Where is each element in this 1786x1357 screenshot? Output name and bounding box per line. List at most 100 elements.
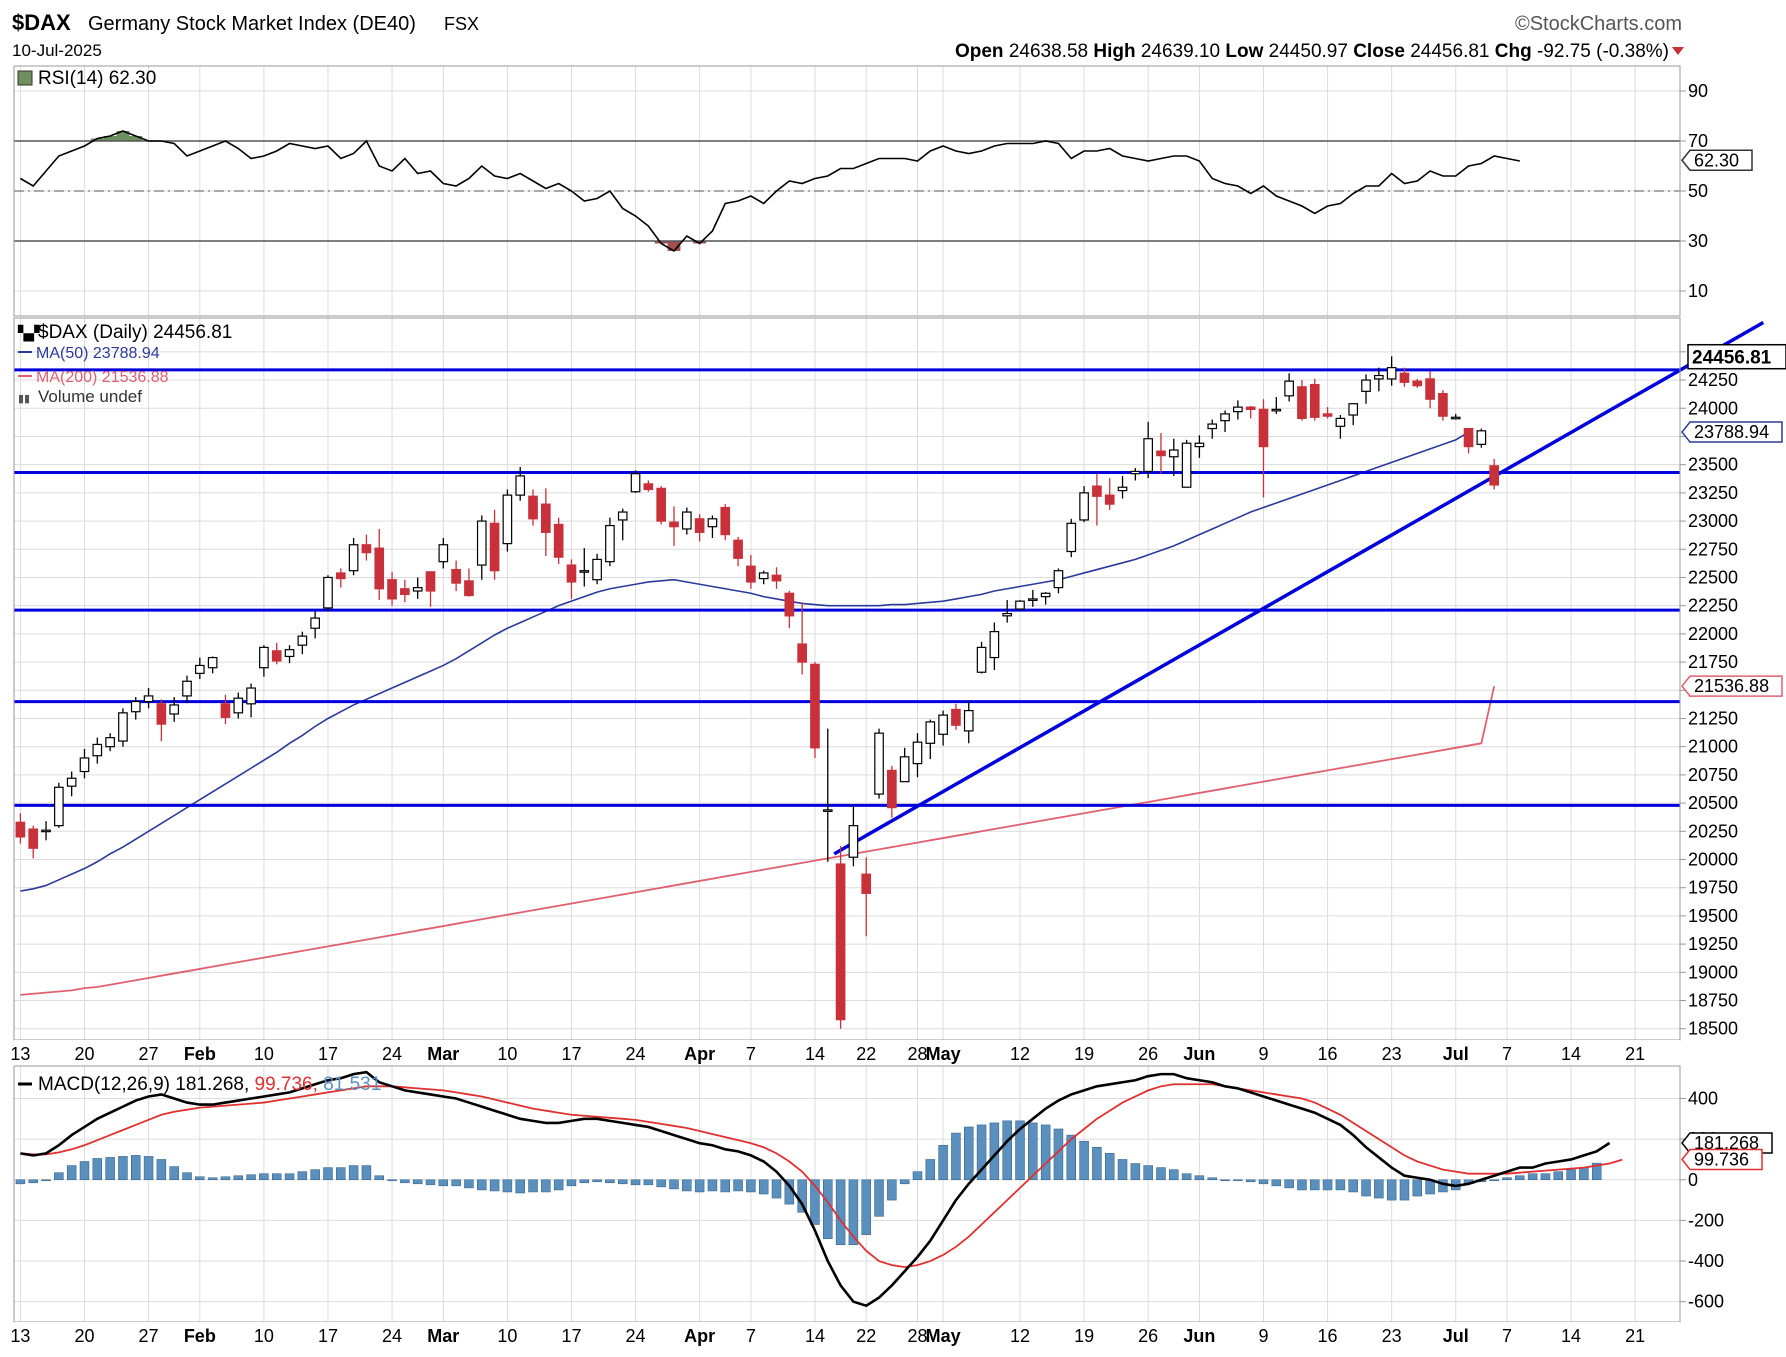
candle-body: [592, 558, 602, 581]
candle-body: [694, 518, 705, 533]
ma200-legend: MA(200) 21536.88: [36, 369, 169, 386]
low-label: Low: [1225, 41, 1263, 62]
candle-body: [1130, 470, 1141, 475]
candle-body: [182, 680, 192, 697]
y-tick-label: 22000: [1688, 624, 1738, 644]
candle-body: [1092, 485, 1102, 497]
y-tick-label: -400: [1688, 1251, 1724, 1271]
x-tick-label: 21: [1625, 1044, 1645, 1064]
chg-value: -92.75 (-0.38%): [1537, 41, 1669, 62]
macd-hist-bar: [899, 1179, 910, 1185]
candle-body: [297, 635, 308, 646]
macd-hist-bar: [54, 1172, 64, 1181]
x-tick-label: Mar: [427, 1326, 459, 1346]
macd-hist-bar: [1092, 1147, 1102, 1181]
macd-hist-bar: [1233, 1179, 1243, 1182]
ohlc-summary: Open 24638.58 High 24639.10 Low 24450.97…: [955, 41, 1669, 62]
candle-body: [579, 570, 590, 573]
macd-hist-bar: [797, 1179, 807, 1213]
candle-body: [515, 475, 526, 496]
macd-legend-hist: 81.531: [323, 1074, 381, 1095]
macd-hist-bar: [810, 1179, 820, 1225]
macd-hist-bar: [246, 1174, 256, 1181]
candle-body: [220, 703, 231, 718]
macd-hist-bar: [938, 1144, 948, 1181]
candle-body: [1348, 403, 1359, 416]
x-tick-label: 26: [1138, 1326, 1158, 1346]
low-value: 24450.97: [1269, 41, 1348, 62]
x-tick-label: 12: [1010, 1326, 1030, 1346]
macd-hist-bar: [284, 1173, 295, 1181]
candle-body: [502, 494, 513, 545]
y-tick-label: 19500: [1688, 906, 1738, 926]
macd-hist-bar: [348, 1165, 359, 1181]
x-tick-label: Feb: [184, 1326, 216, 1346]
candle-body: [1207, 423, 1218, 430]
x-tick-label: 17: [318, 1044, 338, 1064]
candle-legend-icon: ▚▞: [17, 325, 40, 342]
candle-body: [899, 756, 910, 783]
x-tick-label: Feb: [184, 1044, 216, 1064]
macd-hist-bar: [1002, 1120, 1012, 1181]
candle-body: [566, 564, 577, 583]
x-tick-label: 13: [10, 1044, 30, 1064]
candle-body: [835, 863, 846, 1021]
candle-body: [887, 769, 897, 809]
candle-body: [1450, 416, 1461, 420]
candle-body: [1156, 450, 1166, 457]
macd-hist-bar: [451, 1179, 461, 1187]
ma200-last-tag: [1681, 675, 1783, 697]
x-tick-label: 14: [1561, 1326, 1581, 1346]
macd-hist-bar: [105, 1157, 115, 1181]
macd-hist-bar: [79, 1161, 90, 1181]
y-tick-label: 22750: [1688, 539, 1738, 559]
rsi-last-label: 62.30: [1694, 150, 1739, 170]
x-tick-label: 28: [907, 1326, 927, 1346]
x-tick-label: Mar: [427, 1044, 459, 1064]
macd-hist-bar: [464, 1179, 474, 1189]
candle-body: [92, 743, 103, 757]
ma50-last-label: 23788.94: [1694, 422, 1769, 442]
candle-body: [989, 631, 1000, 659]
candle-body: [669, 521, 679, 528]
macd-hist-bar: [361, 1165, 372, 1181]
macd-hist-bar: [1386, 1179, 1397, 1201]
macd-hist-bar: [15, 1179, 26, 1185]
x-tick-label: May: [926, 1044, 961, 1064]
candle-body: [323, 576, 333, 609]
candle-body: [156, 703, 167, 725]
macd-hist-bar: [1015, 1120, 1025, 1181]
y-tick-label: 90: [1688, 81, 1708, 101]
candle-body: [1361, 379, 1371, 392]
macd-hist-bar: [66, 1165, 77, 1181]
macd-hist-bar: [1117, 1159, 1128, 1181]
x-tick-label: 13: [10, 1326, 30, 1346]
macd-hist-bar: [951, 1132, 961, 1181]
macd-hist-bar: [425, 1179, 436, 1186]
macd-hist-bar: [336, 1167, 346, 1181]
macd-hist-bar: [1540, 1173, 1551, 1181]
x-tick-label: 19: [1074, 1326, 1094, 1346]
macd-hist-bar: [374, 1175, 384, 1181]
candle-body: [1438, 392, 1448, 417]
macd-legend: MACD(12,26,9) 181.268, 99.736, 81.531: [38, 1074, 381, 1095]
open-value: 24638.58: [1009, 41, 1088, 62]
macd-hist-bar: [143, 1156, 154, 1181]
macd-hist-bar: [297, 1171, 308, 1181]
candle-body: [720, 506, 731, 536]
macd-hist-bar: [1591, 1162, 1602, 1181]
ma200-line: [20, 686, 1496, 996]
y-tick-label: 24000: [1688, 398, 1738, 418]
candle-body: [1233, 406, 1243, 413]
candle-body: [1117, 486, 1128, 492]
x-tick-label: Jul: [1443, 1326, 1469, 1346]
y-tick-label: 30: [1688, 231, 1708, 251]
macd-hist-bar: [1553, 1171, 1563, 1181]
candle-body: [41, 829, 51, 833]
candle-body: [1079, 492, 1089, 521]
macd-hist-bar: [438, 1179, 449, 1187]
candle-body: [758, 572, 769, 580]
candle-body: [233, 697, 244, 714]
x-tick-label: 24: [626, 1044, 646, 1064]
